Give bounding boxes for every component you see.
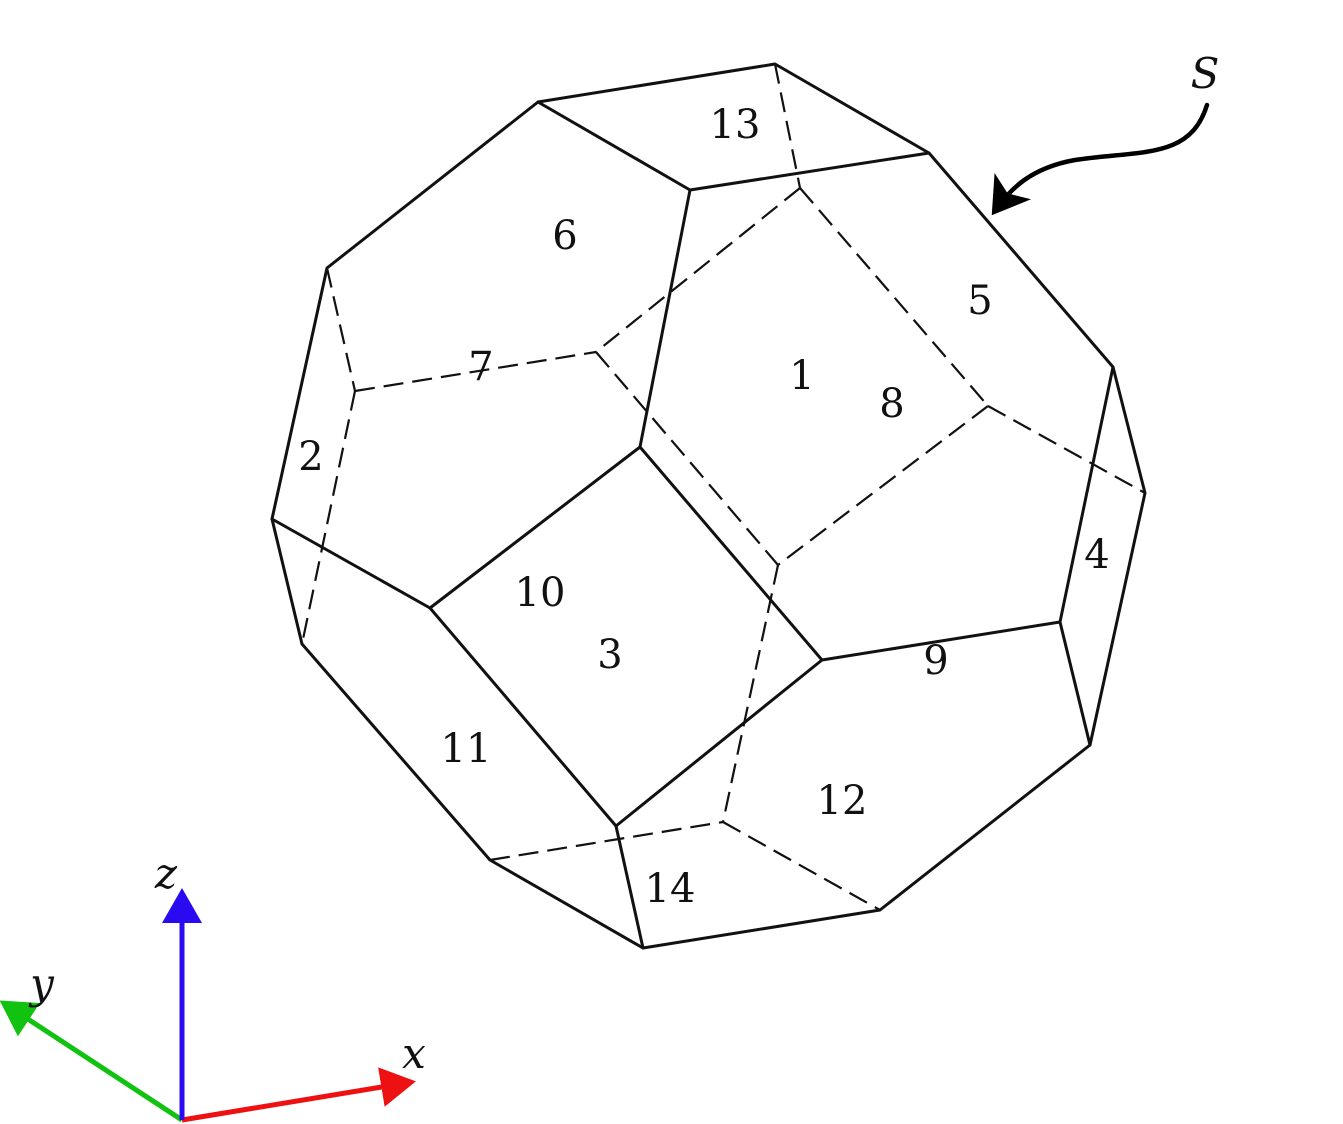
face-label-10: 10 — [515, 570, 566, 616]
face-label-13: 13 — [710, 102, 761, 148]
face-label-4: 4 — [1084, 532, 1109, 578]
y-axis-label: y — [28, 959, 55, 1008]
face-label-12: 12 — [817, 778, 868, 824]
surface-label: S — [1191, 49, 1220, 98]
x-axis-arrow — [181, 1067, 416, 1123]
face-label-6: 6 — [552, 213, 577, 259]
face-label-5: 5 — [967, 278, 992, 324]
x-axis-label: x — [402, 1029, 426, 1078]
visible-edges — [270, 62, 1147, 950]
y-axis-arrow — [0, 1000, 184, 1123]
face-labels: 1 2 3 4 5 6 7 8 9 10 11 12 13 14 — [298, 102, 1109, 912]
face-label-1: 1 — [789, 353, 814, 399]
surface-pointer: S — [991, 49, 1220, 216]
face-label-11: 11 — [441, 726, 492, 772]
hidden-edges — [300, 63, 1146, 911]
face-label-9: 9 — [923, 638, 948, 684]
face-label-2: 2 — [298, 434, 323, 480]
z-axis-label: z — [154, 849, 178, 898]
face-label-8: 8 — [879, 381, 904, 427]
face-label-7: 7 — [468, 344, 493, 390]
surface-pointer-arrow — [991, 102, 1210, 216]
face-label-3: 3 — [597, 632, 622, 678]
face-label-14: 14 — [645, 866, 696, 912]
coordinate-axes: x y z — [0, 849, 426, 1123]
